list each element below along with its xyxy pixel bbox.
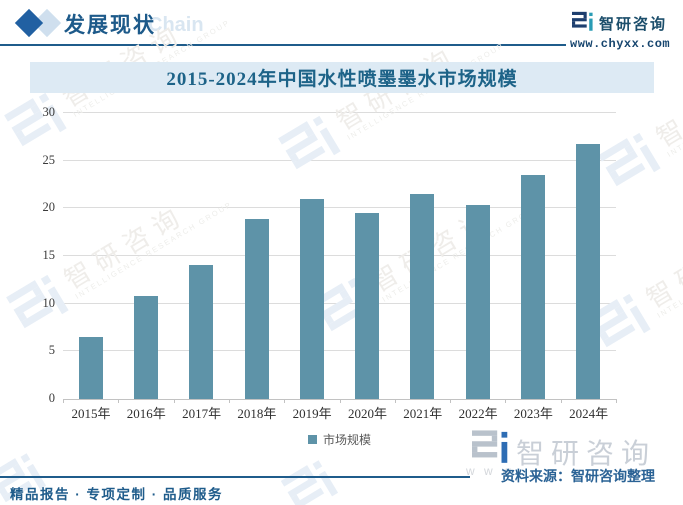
y-axis-label-15: 15 bbox=[42, 248, 56, 262]
legend-label: 市场规模 bbox=[322, 433, 371, 447]
grid-line-20 bbox=[63, 207, 616, 209]
y-axis-label-20: 20 bbox=[42, 200, 56, 215]
plot-area bbox=[63, 112, 617, 403]
header-watermark-word: Chain bbox=[148, 14, 204, 36]
x-axis-label-2020年: 2020年 bbox=[347, 406, 387, 421]
x-axis-tick bbox=[394, 399, 396, 403]
x-axis-tick bbox=[228, 399, 230, 403]
x-axis-tick bbox=[284, 399, 286, 403]
legend-swatch-icon bbox=[307, 435, 317, 444]
bar-2023年 bbox=[521, 174, 546, 399]
x-axis-tick bbox=[560, 399, 562, 403]
website-url: www.chyxx.com bbox=[570, 37, 671, 51]
data-source: 资料来源：智研咨询整理 bbox=[501, 468, 655, 484]
chart-title: 2015-2024年中国水性喷墨墨水市场规模 bbox=[166, 69, 518, 90]
brand-glyph-icon bbox=[472, 430, 508, 463]
y-axis-label-30: 30 bbox=[42, 105, 56, 119]
y-axis-label-25: 25 bbox=[42, 152, 56, 167]
grid-line-30 bbox=[63, 112, 616, 113]
x-axis-tick bbox=[450, 399, 452, 403]
x-axis-label-2021年: 2021年 bbox=[403, 406, 443, 421]
bar-2016年 bbox=[133, 296, 158, 399]
brand-name: 智研咨询 bbox=[599, 16, 668, 33]
x-axis-label-2017年: 2017年 bbox=[182, 406, 222, 421]
grid-line-15 bbox=[63, 255, 616, 256]
bar-2019年 bbox=[299, 198, 324, 399]
brand-logo-icon bbox=[572, 11, 593, 37]
chart-title-banner: 2015-2024年中国水性喷墨墨水市场规模 bbox=[30, 62, 654, 93]
x-axis-tick bbox=[339, 399, 341, 403]
watermark-en-text: INTELLIGENCE RESEARCH GROUP bbox=[655, 219, 683, 321]
y-axis-label-0: 0 bbox=[48, 391, 55, 405]
brand-logo-icon bbox=[472, 429, 508, 470]
watermark-en-text: INTELLIGENCE RESEARCH GROUP bbox=[665, 58, 683, 160]
x-axis-tick bbox=[63, 399, 64, 403]
x-axis-label-2018年: 2018年 bbox=[237, 406, 277, 421]
section-title: 发展现状 bbox=[64, 13, 156, 37]
footer-brand-name: 智研咨询 bbox=[516, 438, 657, 469]
bar-2015年 bbox=[78, 337, 103, 399]
bar-2018年 bbox=[244, 218, 269, 399]
footer-divider bbox=[0, 476, 470, 478]
x-axis-label-2023年: 2023年 bbox=[513, 406, 553, 421]
x-axis-label-2024年: 2024年 bbox=[569, 406, 609, 421]
brand-glyph-icon bbox=[4, 92, 67, 147]
chart-legend: 市场规模 bbox=[63, 431, 616, 448]
brand-glyph-icon bbox=[572, 11, 593, 31]
footer-brand-logo: 智研咨询 bbox=[472, 429, 656, 472]
x-axis-label-2015年: 2015年 bbox=[71, 406, 111, 421]
x-axis-label-2019年: 2019年 bbox=[292, 406, 332, 421]
x-axis-tick bbox=[173, 399, 175, 403]
www-watermark: w w w bbox=[466, 464, 514, 478]
footer-tagline: 精品报告 · 专项定制 · 品质服务 bbox=[10, 487, 223, 502]
y-axis-label-5: 5 bbox=[48, 343, 55, 358]
bar-2024年 bbox=[576, 144, 601, 399]
bar-2017年 bbox=[189, 264, 214, 399]
x-axis-label-2022年: 2022年 bbox=[458, 406, 498, 421]
x-axis-tick bbox=[616, 399, 617, 403]
x-axis-tick bbox=[118, 399, 120, 403]
diamond-icon bbox=[14, 8, 44, 38]
bar-2022年 bbox=[465, 205, 490, 399]
bar-2020年 bbox=[355, 213, 380, 399]
x-axis-tick bbox=[505, 399, 507, 403]
x-axis-label-2016年: 2016年 bbox=[126, 406, 166, 421]
y-axis-label-10: 10 bbox=[42, 295, 56, 310]
grid-line-5 bbox=[63, 350, 616, 352]
grid-line-25 bbox=[63, 159, 616, 161]
bar-2021年 bbox=[410, 194, 435, 399]
brand-glyph-icon bbox=[280, 460, 339, 505]
brand-watermark bbox=[280, 457, 340, 505]
watermark-cn-text: 智研咨询 bbox=[640, 217, 683, 314]
watermark-cn-text: 智研咨询 bbox=[650, 56, 683, 153]
header-divider bbox=[0, 44, 566, 46]
